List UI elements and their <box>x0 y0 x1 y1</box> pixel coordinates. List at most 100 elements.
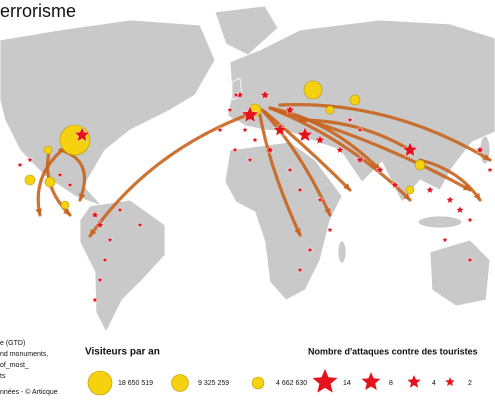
legend-label: 4 662 630 <box>276 380 307 387</box>
map-title: errorisme <box>0 1 76 21</box>
attack-star <box>441 236 449 243</box>
legend-title: Nombre d'attaques contre des touristes <box>308 346 478 356</box>
visitor-circle <box>325 105 335 115</box>
attack-star <box>335 145 345 154</box>
legend-label: 2 <box>468 380 472 387</box>
attack-star <box>486 166 494 173</box>
attack-star <box>96 276 104 283</box>
legend-label: 8 <box>389 380 393 387</box>
south-america <box>79 199 166 333</box>
visitor-circle <box>349 94 361 106</box>
arrow-head <box>35 208 42 215</box>
visitor-circle <box>44 176 56 188</box>
attack-star <box>26 156 34 163</box>
markers <box>16 80 494 303</box>
legend-label: 9 325 259 <box>198 380 229 387</box>
attack-star <box>259 89 271 100</box>
attack-star <box>226 106 234 113</box>
visitor-circle <box>43 145 53 155</box>
flow-arrow <box>418 158 482 202</box>
visitor-circle <box>24 174 36 186</box>
arrow-head <box>300 116 307 124</box>
legend-title: Visiteurs par an <box>85 347 160 358</box>
attack-star <box>95 220 105 229</box>
attack-star <box>91 296 99 303</box>
attack-star <box>455 205 465 214</box>
flow-arrow <box>263 110 352 192</box>
attack-star <box>56 171 64 178</box>
arrow-head <box>473 193 480 200</box>
flow-arrow <box>298 118 412 152</box>
attack-star <box>246 156 254 163</box>
attack-star <box>286 166 294 173</box>
arrow-head <box>483 153 490 160</box>
attack-star <box>284 104 296 115</box>
legend-star <box>312 368 338 393</box>
legend-star <box>361 372 381 390</box>
attack-star <box>445 195 455 204</box>
flow-arrow <box>258 113 302 237</box>
flow-arrow <box>88 110 257 238</box>
legend-label: 4 <box>432 380 436 387</box>
visitor-circle <box>303 80 323 100</box>
source-line: nd monuments, <box>0 351 48 358</box>
source-line: e (GTD) <box>0 340 25 347</box>
attack-star <box>272 122 288 137</box>
attack-star <box>296 266 304 273</box>
attack-star <box>235 90 245 99</box>
attack-star <box>90 210 100 219</box>
visitor-circle <box>405 185 415 195</box>
source-line: of_most_ <box>0 362 29 369</box>
attack-star <box>136 221 144 228</box>
attack-star <box>240 105 260 123</box>
attack-star <box>101 256 109 263</box>
attack-star <box>475 145 485 154</box>
source-line: ts <box>0 373 6 380</box>
indonesia <box>417 215 463 229</box>
attack-star <box>356 126 364 133</box>
madagascar <box>337 240 347 264</box>
attack-star <box>316 196 324 203</box>
attack-star <box>425 185 435 194</box>
flow-arrow <box>278 103 492 162</box>
legend: Visiteurs par an 18 650 519 9 325 259 4 662… <box>85 346 478 396</box>
legend-label: 14 <box>343 380 351 387</box>
attack-star <box>265 145 275 154</box>
attack-star <box>401 141 419 157</box>
arrow-head <box>373 163 380 170</box>
attack-star <box>16 161 24 168</box>
australia <box>429 239 491 307</box>
attack-star <box>296 126 314 142</box>
attack-star <box>306 246 314 253</box>
arrow-head <box>63 208 70 215</box>
attack-star <box>296 186 304 193</box>
attack-star <box>375 165 385 174</box>
attack-star <box>116 206 124 213</box>
source-line: nnées - © Articque <box>0 388 58 396</box>
sources: e (GTD) nd monuments, of_most_ts nnées - © … <box>0 340 58 396</box>
legend-star <box>445 377 455 386</box>
visitor-circle <box>414 159 426 171</box>
legend-circle <box>251 376 265 390</box>
attack-star <box>66 181 74 188</box>
legend-circle <box>171 374 189 392</box>
attack-star <box>314 134 326 145</box>
attack-star <box>390 180 400 189</box>
flow-arrow <box>268 106 382 172</box>
attack-star <box>326 226 334 233</box>
legend-star <box>407 375 421 388</box>
attack-star <box>106 236 114 243</box>
arrow-head <box>294 228 301 235</box>
greenland <box>214 5 279 56</box>
attack-star <box>216 126 224 133</box>
attack-star <box>466 256 474 263</box>
attack-star <box>346 116 354 123</box>
attack-star <box>232 91 240 98</box>
attack-star <box>466 216 474 223</box>
attack-star <box>231 146 239 153</box>
attack-star <box>355 155 365 164</box>
attack-star <box>73 126 91 142</box>
arrow-head <box>90 229 97 236</box>
legend-circle <box>87 370 113 396</box>
